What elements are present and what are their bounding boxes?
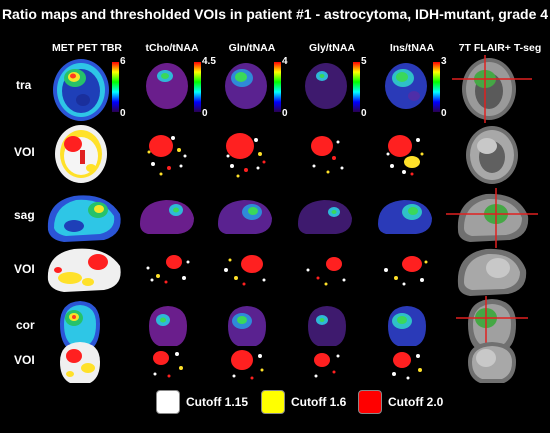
colorbar-tcho [194,62,201,112]
scale-min-met-pet: 0 [120,108,126,119]
colorbar-gln [274,62,281,112]
row-label-voi-3: VOI [14,353,35,367]
col-header-ins: Ins/tNAA [389,42,435,54]
flair-cor-voi [468,342,516,383]
scale-max-gln: 4 [282,56,288,67]
gln-sag-image [218,200,272,234]
legend-item-cutoff-2-0: Cutoff 2.0 [358,390,443,414]
tcho-cor-image [149,306,187,346]
legend-item-cutoff-1-6: Cutoff 1.6 [261,390,346,414]
tcho-sag-image [140,200,194,234]
legend-label-cutoff-1-6: Cutoff 1.6 [291,395,347,409]
tcho-tra-voi [147,135,187,176]
flair-sag-voi [457,248,527,296]
row-label-voi-1: VOI [14,145,35,159]
gln-tra-image [225,63,267,109]
scale-max-met-pet: 6 [120,56,126,67]
gln-tra-voi [226,133,266,178]
row-label-cor: cor [16,318,35,332]
scale-min-tcho: 0 [202,108,208,119]
figure-title: Ratio maps and thresholded VOIs in patie… [1,6,549,22]
gly-tra-image [305,63,347,109]
flair-tra-image [452,55,532,123]
met-pet-sag-voi [47,248,121,292]
scale-max-tcho: 4.5 [202,56,216,67]
col-header-gln: Gln/tNAA [228,42,276,54]
row-label-voi-2: VOI [14,262,35,276]
gly-sag-image [298,200,352,234]
met-pet-tra-image [53,59,109,121]
scale-min-ins: 0 [441,108,447,119]
ins-tra-image [385,63,427,109]
met-pet-cor-image [60,301,100,350]
flair-cor-image [456,296,528,354]
col-header-tcho: tCho/tNAA [145,42,199,54]
ins-tra-voi [386,135,424,176]
colorbar-gly [353,62,360,112]
flair-tra-voi [466,126,518,184]
ins-sag-image [378,200,432,234]
gly-cor-image [308,306,346,346]
col-header-met-pet: MET PET TBR [52,42,122,54]
col-header-gly: Gly/tNAA [308,42,356,54]
gly-cor-voi [314,353,340,378]
col-header-flair: 7T FLAIR+ T-seg [458,42,542,54]
gln-cor-image [228,306,266,346]
legend-item-cutoff-1-15: Cutoff 1.15 [156,390,248,414]
ins-cor-image [388,306,426,346]
met-pet-sag-image [47,195,121,242]
ins-cor-voi [392,352,422,380]
tcho-cor-voi [153,351,183,378]
scale-min-gly: 0 [361,108,367,119]
gly-tra-voi [311,136,344,174]
colorbar-met-pet [112,62,119,112]
legend-swatch-yellow [261,390,285,414]
gln-sag-voi [224,255,266,286]
met-pet-tra-voi [55,125,107,183]
legend-label-cutoff-1-15: Cutoff 1.15 [186,395,249,409]
row-label-tra: tra [16,78,32,92]
tcho-tra-image [146,63,188,109]
legend-swatch-white [156,390,180,414]
flair-sag-image [446,188,538,248]
ins-sag-voi [384,256,428,286]
scale-max-gly: 5 [361,56,367,67]
met-pet-cor-voi [60,342,100,383]
legend-swatch-red [358,390,382,414]
gln-cor-voi [231,350,264,380]
legend-label-cutoff-2-0: Cutoff 2.0 [388,395,444,409]
row-label-sag: sag [14,208,35,222]
gly-sag-voi [306,257,346,286]
scale-min-gln: 0 [282,108,288,119]
tcho-sag-voi [146,255,190,284]
colorbar-ins [433,62,440,112]
scale-max-ins: 3 [441,56,447,67]
